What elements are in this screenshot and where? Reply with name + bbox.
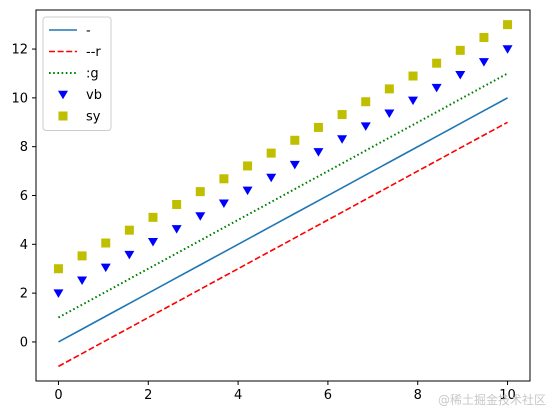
series-point-4-10 — [290, 135, 300, 145]
legend-label-0: - — [86, 24, 91, 39]
y-tick-label-3: 6 — [20, 189, 28, 204]
series-point-3-3 — [124, 250, 135, 260]
legend: - --r :g vb sy — [42, 16, 112, 131]
y-tick-label-2: 4 — [20, 238, 28, 253]
legend-label-3: vb — [86, 88, 102, 103]
series-point-4-2 — [101, 238, 111, 248]
series-point-4-19 — [503, 20, 513, 30]
series-point-4-18 — [479, 32, 489, 42]
series-point-4-8 — [243, 161, 253, 171]
legend-box — [42, 16, 112, 131]
series-line-2 — [57, 72, 509, 319]
series-point-3-12 — [337, 135, 348, 144]
legend-label-1: --r — [86, 45, 101, 60]
series-point-3-5 — [171, 225, 182, 234]
plot-area — [53, 20, 513, 368]
series-point-4-0 — [53, 264, 63, 274]
series-point-4-14 — [384, 84, 394, 94]
series-point-4-4 — [148, 212, 158, 222]
series-point-4-7 — [219, 174, 229, 184]
legend-label-2: :g — [86, 67, 99, 82]
x-tick-label-3: 6 — [324, 388, 332, 403]
series-point-4-16 — [432, 58, 442, 68]
y-tick-label-0: 0 — [20, 335, 28, 350]
series-point-4-17 — [455, 45, 465, 55]
series-point-4-12 — [337, 110, 347, 120]
series-point-3-7 — [218, 199, 229, 208]
series-point-3-14 — [384, 109, 395, 119]
series-point-3-17 — [455, 71, 466, 80]
x-tick-label-0: 0 — [54, 388, 62, 403]
axes: 0 2 4 6 8 10 0 2 4 6 8 10 12 — [11, 9, 531, 403]
series-point-3-2 — [100, 263, 111, 273]
series-point-3-4 — [147, 238, 158, 247]
x-tick-label-2: 4 — [234, 388, 242, 403]
y-tick-label-5: 10 — [11, 91, 28, 106]
series-point-4-9 — [266, 148, 276, 158]
series-point-3-6 — [195, 212, 206, 221]
series-point-3-19 — [502, 45, 513, 54]
y-tick-label-4: 8 — [20, 140, 28, 155]
x-tick-label-4: 8 — [414, 388, 422, 403]
series-line-0 — [58, 97, 508, 343]
series-point-3-10 — [289, 160, 300, 170]
series-point-3-9 — [266, 173, 277, 183]
series-point-3-8 — [242, 186, 253, 196]
series-point-4-13 — [361, 97, 371, 107]
legend-label-4: sy — [86, 110, 101, 125]
series-point-3-16 — [431, 83, 442, 93]
x-tick-label-1: 2 — [144, 388, 152, 403]
series-point-3-0 — [53, 289, 64, 298]
series-point-3-18 — [478, 58, 489, 67]
y-tick-label-6: 12 — [11, 43, 28, 58]
series-point-3-1 — [77, 276, 88, 286]
y-tick-label-1: 2 — [20, 287, 28, 302]
series-point-4-1 — [77, 251, 87, 261]
x-tick-label-5: 10 — [499, 388, 516, 403]
series-point-3-11 — [313, 148, 324, 157]
series-point-4-3 — [124, 225, 134, 235]
legend-handle-3 — [58, 90, 68, 100]
watermark-text: @稀土掘金技术社区 — [438, 392, 546, 407]
series-point-3-15 — [408, 96, 419, 106]
series-point-3-13 — [360, 122, 371, 131]
legend-handle-4 — [58, 111, 68, 121]
series-point-4-15 — [408, 71, 418, 81]
series-point-4-5 — [172, 199, 182, 209]
data-group — [53, 20, 513, 368]
series-point-4-6 — [195, 187, 205, 197]
series-point-4-11 — [313, 122, 323, 132]
series-line-1 — [58, 121, 508, 368]
